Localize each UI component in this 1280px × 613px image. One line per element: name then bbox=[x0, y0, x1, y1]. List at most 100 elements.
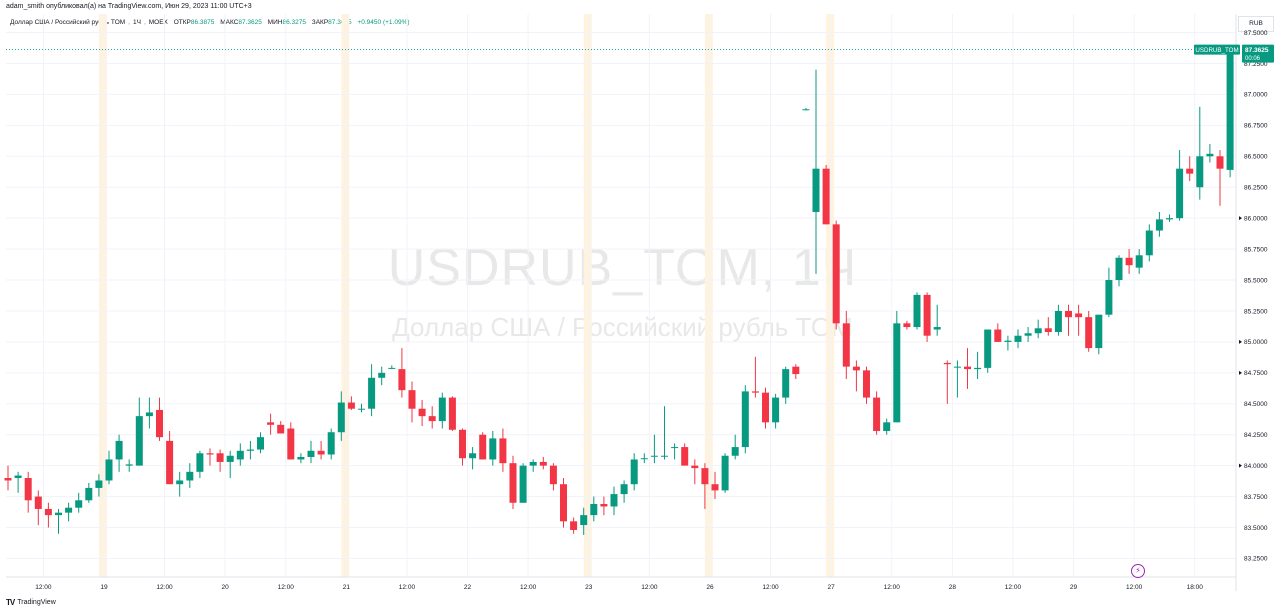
symbol-interval[interactable]: 1Ч bbox=[132, 19, 141, 26]
candle-body bbox=[650, 455, 658, 457]
low-label: МИН bbox=[267, 19, 283, 26]
high-value: 87.3625 bbox=[238, 19, 262, 26]
candle-body bbox=[630, 459, 638, 485]
price-tick-label: 86.2500 bbox=[1244, 185, 1268, 192]
candle-body bbox=[1206, 153, 1214, 157]
publisher-text: adam_smith опубликовал(а) на TradingView… bbox=[6, 3, 252, 10]
open-value: 86.3875 bbox=[190, 19, 215, 26]
candle-body bbox=[903, 323, 911, 328]
candle-body bbox=[741, 391, 749, 448]
candle-body bbox=[1044, 328, 1052, 333]
candle-body bbox=[388, 367, 396, 369]
time-tick-label: 27 bbox=[828, 584, 836, 591]
currency-button[interactable]: RUB bbox=[1238, 16, 1274, 32]
candle-body bbox=[156, 409, 163, 438]
candle-body bbox=[1004, 340, 1012, 342]
candle-body bbox=[721, 455, 729, 491]
candle-body bbox=[1226, 49, 1234, 170]
candle-body bbox=[196, 453, 204, 472]
candle-body bbox=[1034, 328, 1042, 334]
candle-body bbox=[529, 461, 537, 466]
candle-body bbox=[226, 455, 234, 462]
candle-body bbox=[852, 366, 860, 371]
time-tick-label: 26 bbox=[706, 584, 714, 591]
candle-body bbox=[873, 397, 881, 431]
time-tick-label: 23 bbox=[585, 584, 593, 591]
legend-separator: , bbox=[128, 19, 130, 26]
time-tick-label: 12:00 bbox=[156, 584, 173, 591]
symbol-tag-label: USDRUB_TOM bbox=[1195, 47, 1238, 54]
price-tick-label: 84.5000 bbox=[1244, 401, 1268, 408]
candle-body bbox=[802, 109, 810, 111]
candle-body bbox=[145, 412, 153, 417]
candle-body bbox=[358, 408, 365, 410]
candle-body bbox=[711, 484, 719, 491]
candle-body bbox=[560, 484, 567, 522]
candle-body bbox=[1014, 335, 1022, 342]
candle-body bbox=[570, 521, 578, 530]
candle-body bbox=[186, 471, 194, 481]
candle-body bbox=[4, 478, 12, 481]
candle-body bbox=[923, 294, 931, 336]
candle-body bbox=[327, 432, 335, 455]
candle-body bbox=[206, 453, 214, 455]
symbol-price-tag bbox=[1194, 44, 1240, 55]
legend-separator: , bbox=[143, 19, 146, 26]
high-label: МАКС bbox=[220, 19, 239, 26]
time-tick-label: 12:00 bbox=[399, 584, 416, 591]
candle-body bbox=[1024, 333, 1032, 336]
candle-body bbox=[44, 508, 52, 516]
candle-body bbox=[489, 438, 497, 460]
tradingview-logo-icon: TV bbox=[6, 598, 15, 607]
candle-body bbox=[459, 429, 466, 459]
session-highlight bbox=[704, 14, 713, 577]
candle-body bbox=[479, 434, 487, 460]
candle-body bbox=[1166, 218, 1173, 220]
candle-body bbox=[105, 459, 113, 481]
symbol-name[interactable]: Доллар США / Российский рубль TOM bbox=[10, 19, 126, 26]
candle-body bbox=[933, 327, 941, 330]
price-tick-label: 83.2500 bbox=[1244, 556, 1268, 563]
candle-body bbox=[600, 503, 608, 507]
candle-body bbox=[832, 224, 840, 324]
candle-body bbox=[1145, 230, 1153, 256]
candle-body bbox=[438, 397, 446, 422]
open-label: ОТКР bbox=[173, 19, 191, 26]
session-highlight bbox=[826, 14, 835, 577]
session-highlight bbox=[583, 14, 592, 577]
time-tick-label: 19 bbox=[100, 584, 108, 591]
candle-body bbox=[337, 402, 345, 433]
candle-body bbox=[984, 329, 992, 368]
candle-body bbox=[287, 428, 295, 460]
candle-body bbox=[257, 437, 264, 450]
candle-body bbox=[953, 366, 961, 368]
candle-body bbox=[580, 515, 588, 526]
candle-body bbox=[469, 453, 477, 459]
footer: TV TradingView bbox=[6, 598, 56, 607]
time-tick-label: 22 bbox=[464, 584, 472, 591]
axis-marker-icon bbox=[1239, 216, 1242, 221]
candle-body bbox=[1196, 156, 1204, 188]
lightning-icon[interactable]: ⚡ bbox=[1131, 564, 1145, 578]
candle-body bbox=[398, 369, 406, 391]
price-axis-tag bbox=[1242, 44, 1274, 63]
price-tick-label: 85.2500 bbox=[1244, 308, 1268, 315]
candle-body bbox=[863, 370, 870, 398]
candle-body bbox=[34, 496, 42, 509]
candle-body bbox=[782, 369, 790, 398]
candle-body bbox=[519, 465, 527, 503]
candle-body bbox=[751, 391, 759, 393]
candle-body bbox=[842, 323, 850, 367]
candle-body bbox=[772, 397, 780, 423]
change-value: +0.9450 (+1.09%) bbox=[357, 19, 410, 26]
candle-body bbox=[135, 416, 143, 466]
candle-body bbox=[1105, 280, 1113, 315]
candle-body bbox=[1186, 168, 1194, 174]
time-tick-label: 12:00 bbox=[278, 584, 295, 591]
symbol-exchange: MOEX bbox=[148, 19, 168, 26]
candle-body bbox=[176, 480, 184, 485]
price-tick-label: 87.5000 bbox=[1244, 30, 1268, 37]
candle-body bbox=[681, 447, 689, 466]
candle-body bbox=[14, 475, 22, 479]
